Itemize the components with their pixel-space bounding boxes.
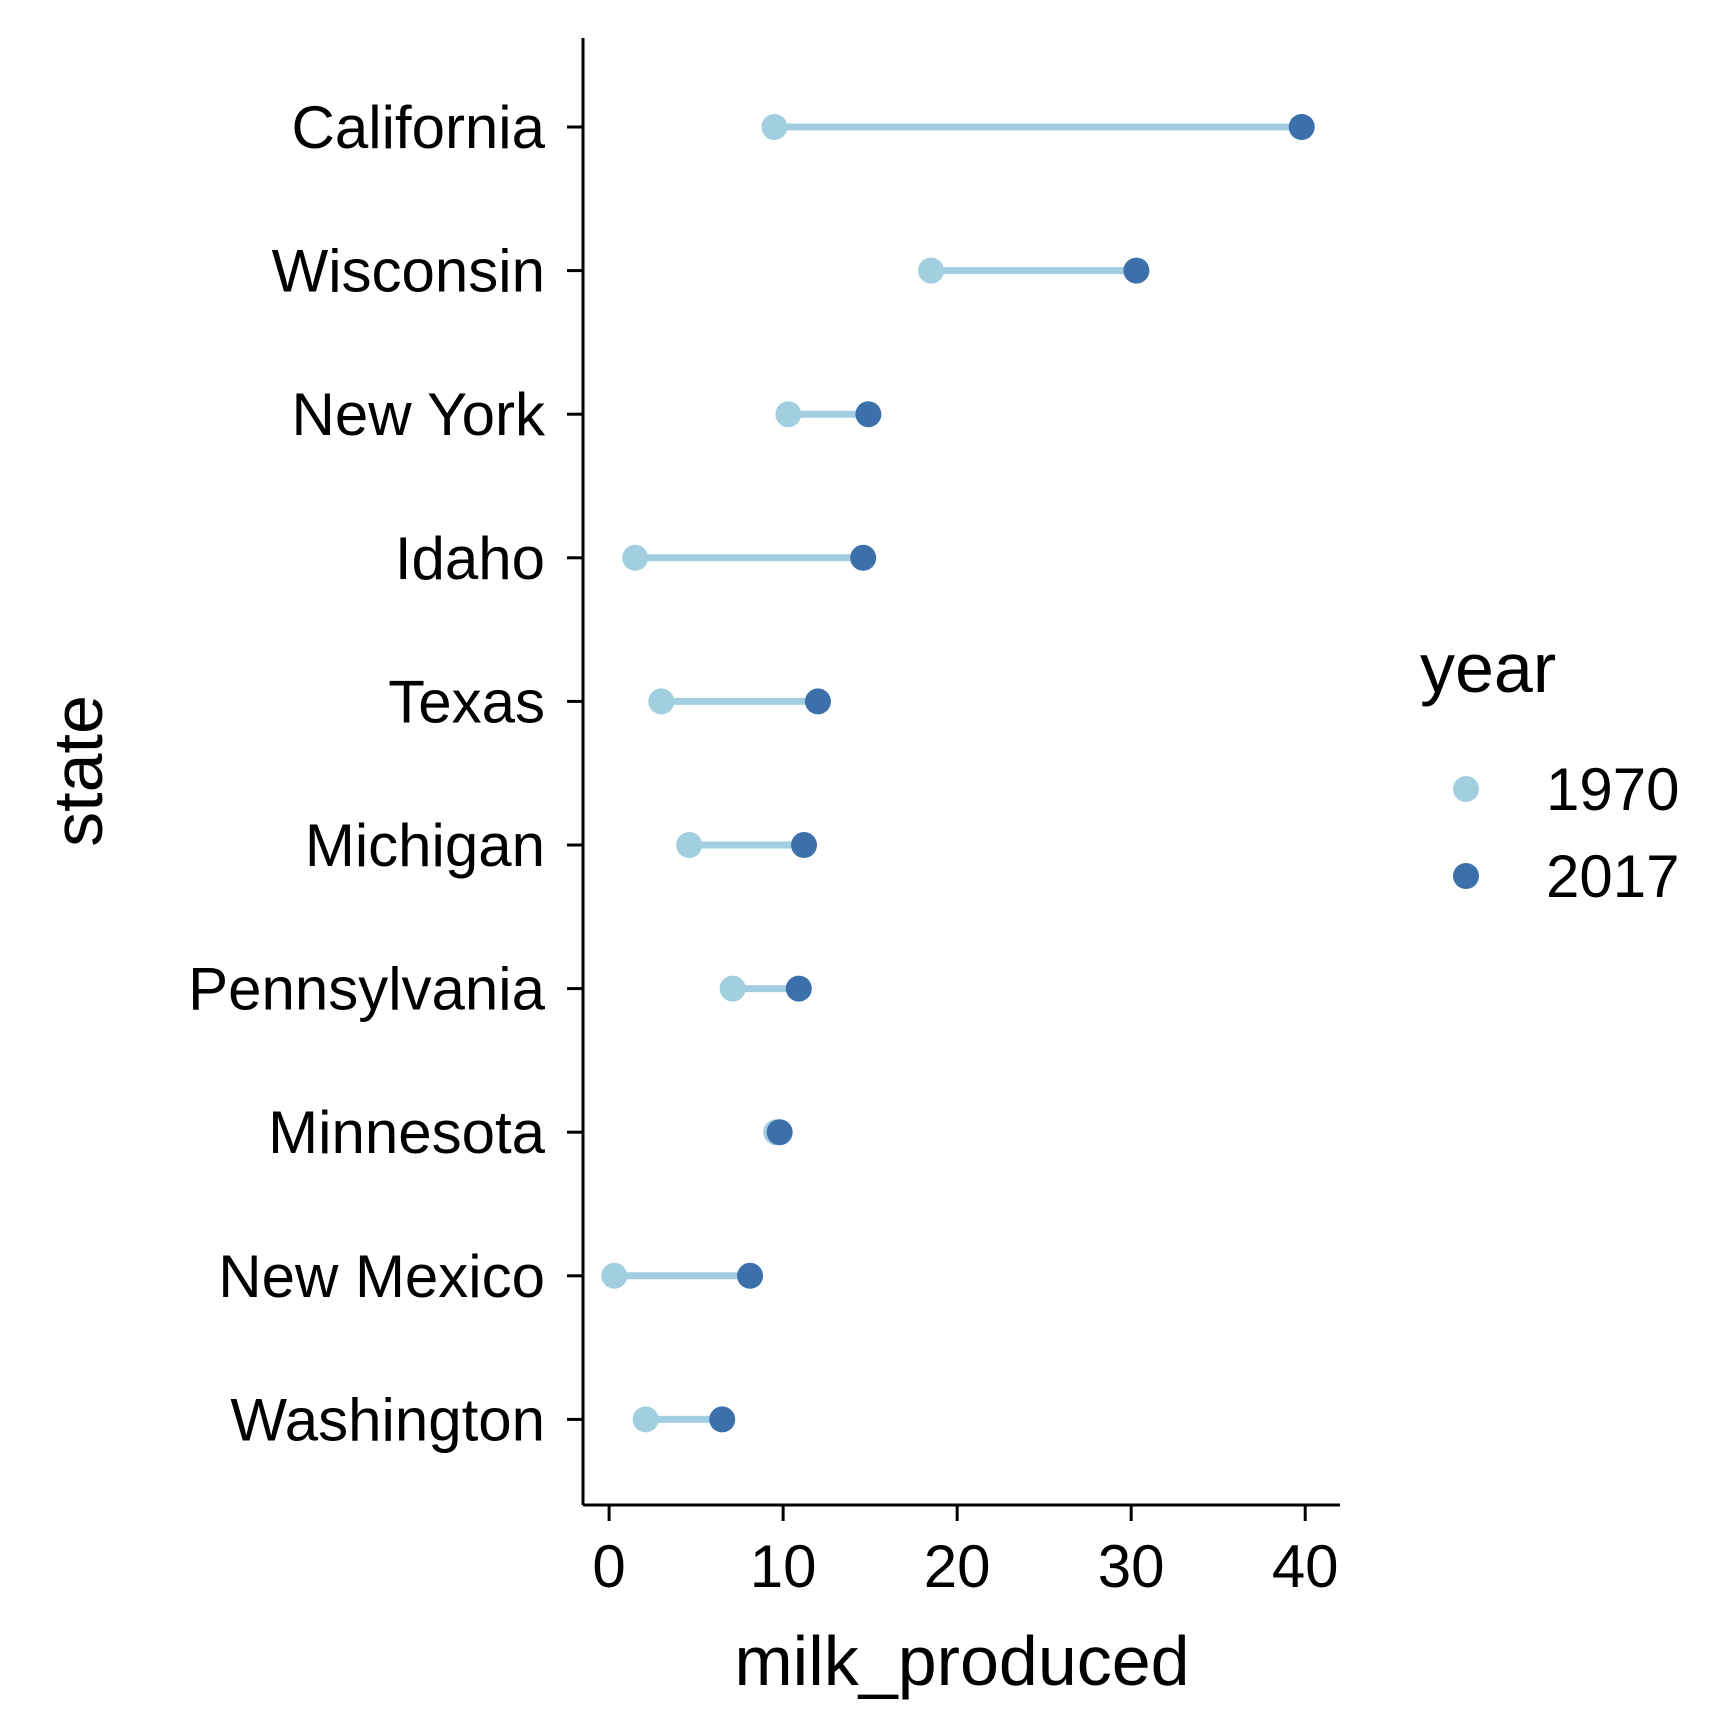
x-axis-title: milk_produced: [734, 1622, 1189, 1700]
plot-marks: [601, 114, 1315, 1433]
point-2017: [709, 1406, 736, 1433]
y-tick-label: Michigan: [305, 812, 545, 879]
point-1970: [601, 1262, 628, 1289]
y-tick-label: New York: [292, 381, 546, 448]
x-tick-label: 40: [1272, 1533, 1339, 1600]
x-tick-label: 10: [750, 1533, 817, 1600]
y-tick-label: New Mexico: [218, 1243, 545, 1310]
point-2017: [785, 975, 812, 1002]
legend-title: year: [1420, 629, 1556, 707]
point-2017: [766, 1119, 793, 1146]
legend-label: 1970: [1546, 756, 1679, 823]
point-2017: [791, 832, 818, 858]
legend-marker: [1453, 863, 1479, 889]
x-axis: 0 10 20 30 40: [583, 1503, 1340, 1600]
point-1970: [632, 1406, 659, 1433]
y-tick-label: Washington: [230, 1386, 545, 1453]
point-1970: [719, 975, 746, 1002]
point-1970: [676, 832, 703, 858]
point-1970: [648, 688, 675, 715]
y-tick-label: Pennsylvania: [188, 956, 546, 1023]
y-ticks: California Wisconsin New York Idaho Texas Mic…: [188, 94, 583, 1453]
x-ticks: 0 10 20 30 40: [592, 1505, 1339, 1600]
y-axis: California Wisconsin New York Idaho Texas Mic…: [188, 38, 585, 1505]
y-tick-label: Texas: [388, 668, 545, 735]
legend-items: 1970 2017: [1453, 756, 1679, 910]
point-1970: [622, 544, 649, 571]
point-2017: [850, 544, 877, 571]
y-tick-label: Idaho: [395, 525, 545, 592]
y-axis-title: state: [39, 695, 117, 847]
x-tick-label: 0: [592, 1533, 625, 1600]
legend-label: 2017: [1546, 843, 1679, 910]
legend: year 1970 2017: [1420, 629, 1679, 910]
y-tick-label: California: [292, 94, 546, 161]
x-tick-label: 20: [924, 1533, 991, 1600]
legend-marker: [1453, 776, 1479, 802]
y-tick-label: Wisconsin: [272, 238, 545, 305]
point-1970: [775, 401, 802, 428]
point-1970: [918, 257, 945, 284]
point-2017: [855, 401, 882, 428]
point-2017: [737, 1262, 764, 1289]
point-2017: [1288, 114, 1315, 140]
point-2017: [1123, 257, 1150, 284]
point-1970: [761, 114, 788, 140]
y-tick-label: Minnesota: [268, 1099, 545, 1166]
x-tick-label: 30: [1098, 1533, 1165, 1600]
point-2017: [804, 688, 831, 715]
